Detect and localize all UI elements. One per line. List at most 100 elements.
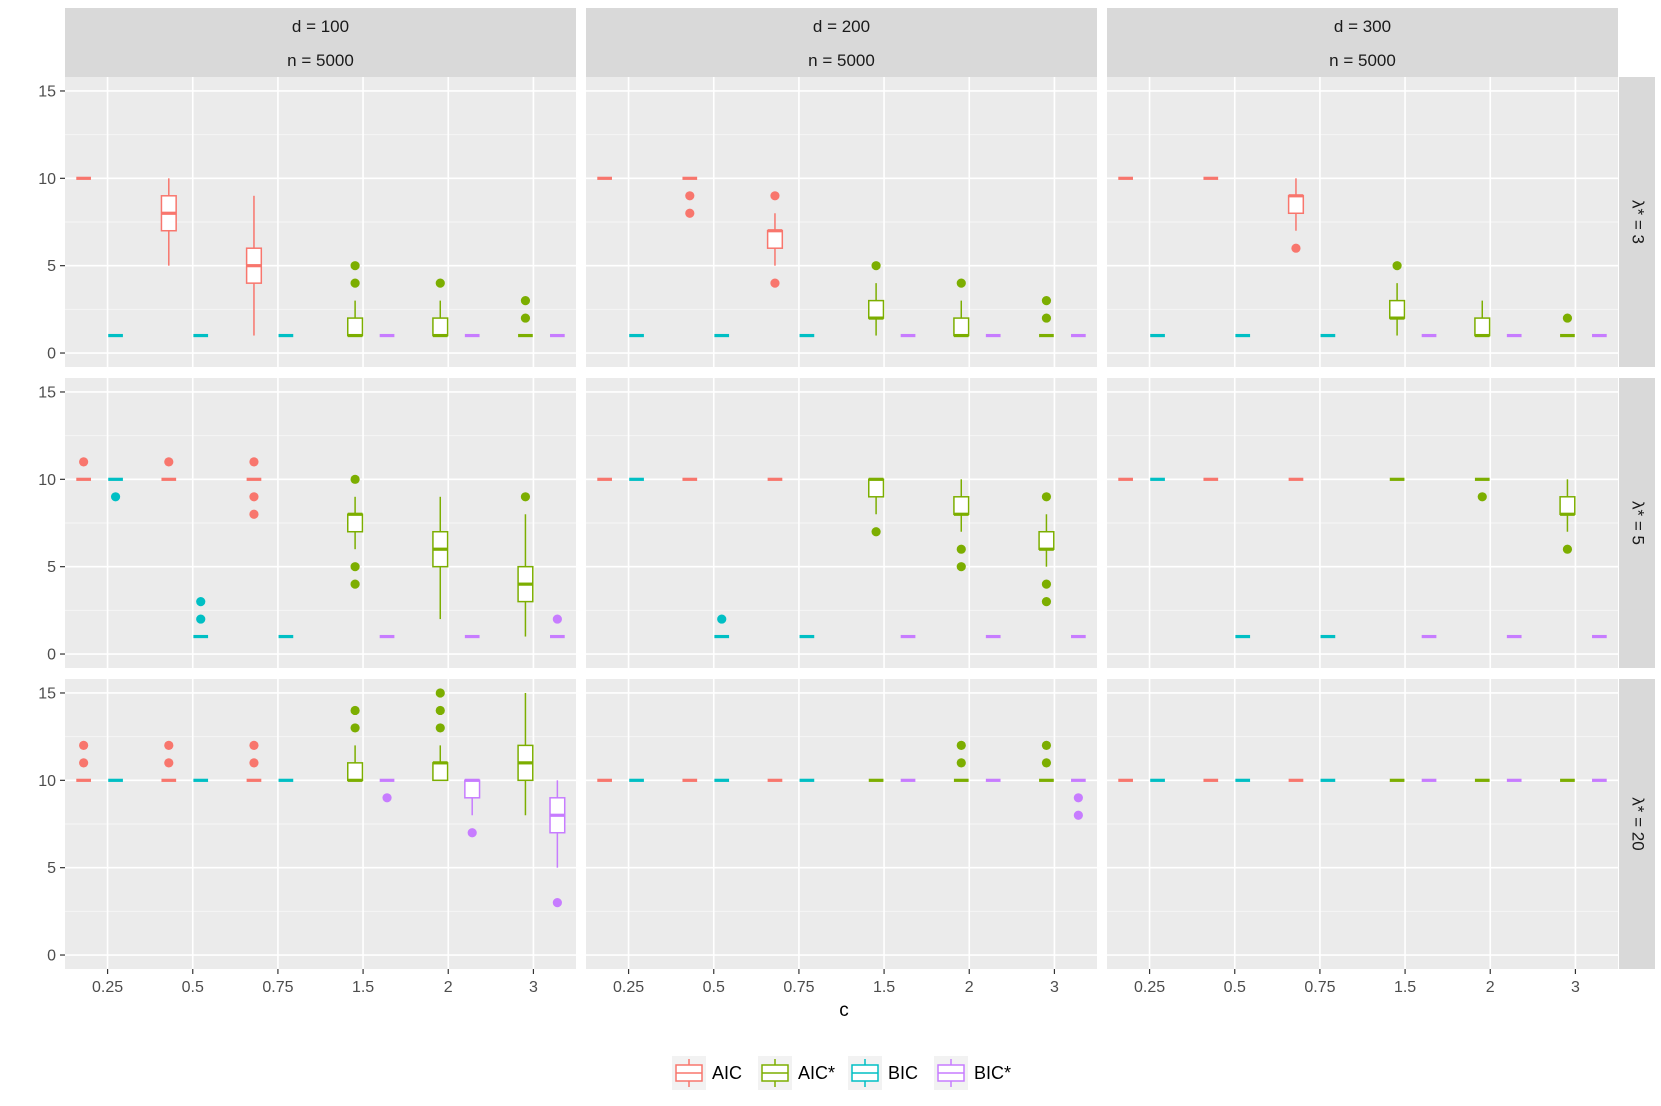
box-body: [868, 299, 885, 319]
x-tick-label: 0.75: [262, 979, 293, 996]
box-aic-c1: [160, 178, 177, 266]
col-strip-label-2-line1: d = 300: [1334, 17, 1391, 36]
panel-r0-c0: [65, 77, 576, 367]
box-bicstar-c3: [379, 778, 395, 803]
boxes-r0-c1: [597, 176, 1086, 338]
col-strip-label-0-line2: n = 5000: [287, 51, 354, 70]
outlier-point: [956, 758, 966, 768]
box-body: [1389, 299, 1406, 319]
box-body: [1287, 195, 1305, 215]
y-tick-label: 0: [47, 948, 56, 965]
box-aicstar-c4: [953, 740, 969, 782]
boxes-r1-c2: [1118, 477, 1607, 639]
row-strip-label-2: λ* = 20: [1629, 797, 1648, 850]
col-strip-label-1-line2: n = 5000: [808, 51, 875, 70]
box-aicstar-c3: [347, 705, 364, 782]
panel-r2-c2: [1107, 679, 1618, 969]
row-strip-1: [1619, 378, 1655, 668]
outlier-point: [1562, 313, 1573, 323]
x-tick-label: 1.5: [352, 979, 374, 996]
box-bic-c1: [714, 614, 730, 639]
y-tick-label: 5: [47, 559, 56, 576]
box-body: [1559, 496, 1576, 516]
x-tick-label: 0.75: [783, 979, 814, 996]
box-bicstar-c4: [464, 778, 481, 838]
outlier-point: [520, 313, 531, 323]
outlier-point: [520, 296, 531, 306]
x-tick-label: 0.25: [1134, 979, 1165, 996]
outlier-point: [435, 705, 445, 716]
outlier-point: [249, 740, 259, 750]
x-tick-label: 1.5: [873, 979, 895, 996]
legend-item-bic: BIC: [848, 1056, 918, 1090]
x-tick-label: 0.5: [1224, 979, 1246, 996]
box-aicstar-c3: [868, 477, 885, 537]
outlier-point: [1073, 793, 1083, 803]
box-aicstar-c4: [432, 496, 449, 620]
outlier-point: [1392, 261, 1402, 271]
box-body: [953, 317, 970, 337]
box-body: [868, 478, 885, 498]
panel-r0-c1: [586, 77, 1097, 367]
outlier-point: [1041, 313, 1052, 323]
box-aic-c1: [682, 176, 698, 218]
panel-r0-c2: [1107, 77, 1618, 367]
box-aicstar-c3: [347, 261, 364, 338]
y-tick-label: 15: [38, 685, 56, 702]
outlier-point: [249, 457, 259, 467]
x-tick-label: 0.25: [92, 979, 123, 996]
boxes-r1-c1: [597, 477, 1086, 639]
outlier-point: [249, 509, 259, 519]
box-bicstar-c5: [549, 780, 566, 908]
outlier-point: [350, 705, 360, 716]
box-aic-c1: [161, 457, 177, 481]
outlier-point: [1291, 243, 1301, 253]
outlier-point: [871, 261, 881, 271]
legend-label: AIC: [712, 1063, 742, 1083]
outlier-point: [435, 688, 445, 698]
x-tick-label: 2: [444, 979, 453, 996]
box-aic-c2: [245, 195, 263, 336]
outlier-point: [196, 597, 206, 607]
y-tick-label: 5: [47, 860, 56, 877]
x-tick-label: 3: [529, 979, 538, 996]
box-aic-c2: [246, 457, 262, 519]
outlier-point: [1041, 492, 1052, 502]
box-aic-c2: [766, 191, 784, 288]
box-body: [347, 762, 364, 782]
box-bic-c1: [193, 597, 209, 639]
legend-label: AIC*: [798, 1063, 835, 1083]
legend-label: BIC*: [974, 1063, 1011, 1083]
outlier-point: [164, 758, 174, 768]
x-tick-label: 3: [1050, 979, 1059, 996]
box-body: [432, 762, 449, 782]
outlier-point: [717, 614, 727, 624]
outlier-point: [110, 492, 121, 502]
outlier-point: [770, 278, 780, 288]
box-aicstar-c4: [953, 278, 970, 338]
box-aicstar-c3: [1389, 261, 1406, 336]
box-aicstar-c5: [1038, 492, 1055, 607]
outlier-point: [685, 208, 695, 218]
x-tick-label: 1.5: [1394, 979, 1416, 996]
x-axis-title: c: [839, 1000, 849, 1021]
col-strip-label-0-line1: d = 100: [292, 17, 349, 36]
boxes-r2-c1: [597, 740, 1086, 820]
panel-r2-c0: [65, 679, 576, 969]
x-tick-label: 2: [965, 979, 974, 996]
box-aic-c1: [161, 740, 177, 782]
boxes-r1-c0: [76, 457, 565, 639]
col-strip-0: [65, 8, 576, 77]
panel-r1-c2: [1107, 378, 1618, 668]
row-strip-0: [1619, 77, 1655, 367]
outlier-point: [685, 191, 695, 201]
box-aicstar-c5: [1039, 296, 1054, 338]
outlier-point: [382, 793, 392, 803]
y-tick-label: 15: [38, 83, 56, 100]
box-aicstar-c5: [1560, 313, 1575, 338]
outlier-point: [1477, 492, 1487, 502]
outlier-point: [249, 492, 259, 502]
box-aic-c0: [76, 457, 91, 481]
outlier-point: [956, 740, 966, 750]
y-tick-label: 10: [38, 171, 56, 188]
